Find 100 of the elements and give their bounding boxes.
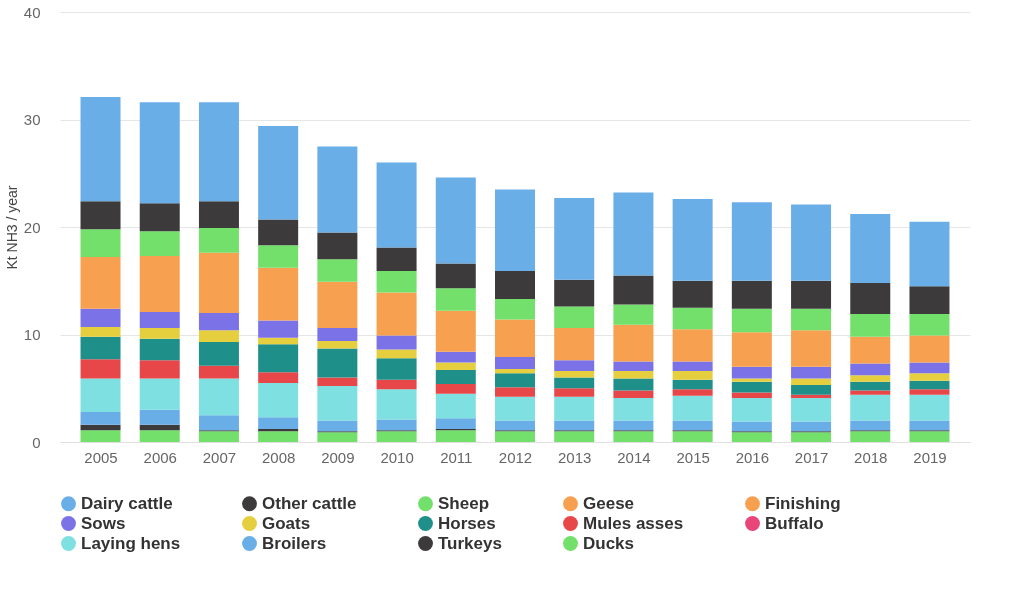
x-tick-label: 2018 xyxy=(854,448,888,466)
bar xyxy=(376,247,417,272)
bar xyxy=(672,280,713,308)
bar xyxy=(791,397,832,422)
bar xyxy=(731,332,772,367)
bar xyxy=(139,430,180,442)
x-tick-label: 2015 xyxy=(676,448,710,466)
bar xyxy=(376,389,417,420)
bar xyxy=(139,338,180,361)
bar xyxy=(909,431,950,442)
bar xyxy=(435,369,476,384)
y-tick-label: 0 xyxy=(32,433,41,451)
bar xyxy=(850,336,891,364)
bar xyxy=(376,271,417,293)
bar xyxy=(435,288,476,311)
x-tick-label: 2007 xyxy=(202,448,237,466)
bar xyxy=(613,378,654,391)
bar xyxy=(198,102,239,202)
bar xyxy=(139,360,180,379)
bar xyxy=(435,263,476,289)
bar xyxy=(139,203,180,232)
bar xyxy=(731,378,772,382)
bar xyxy=(554,420,595,431)
bar xyxy=(80,411,121,425)
bar xyxy=(495,271,535,300)
bar xyxy=(613,361,654,372)
bar xyxy=(850,282,891,315)
bar xyxy=(850,381,891,391)
bar xyxy=(613,390,654,398)
bar xyxy=(435,383,476,394)
bar xyxy=(139,424,180,431)
bar xyxy=(317,348,358,378)
bar xyxy=(613,420,654,431)
legend-label: Other cattle xyxy=(262,493,357,513)
legend-label: Broilers xyxy=(262,533,327,553)
bar xyxy=(791,421,832,432)
bar xyxy=(376,349,417,359)
bar xyxy=(80,257,121,309)
bar xyxy=(672,329,713,362)
bar xyxy=(672,371,713,380)
bar xyxy=(672,420,713,431)
bar xyxy=(139,256,180,312)
legend-label: Mules asses xyxy=(583,513,684,533)
bar xyxy=(317,340,358,349)
bar xyxy=(80,96,121,202)
bar xyxy=(909,389,950,395)
bar xyxy=(435,310,476,352)
bar xyxy=(198,431,239,442)
bar xyxy=(791,378,832,386)
x-tick-label: 2013 xyxy=(558,448,592,466)
bar xyxy=(317,432,358,442)
bar xyxy=(850,214,891,283)
bar xyxy=(731,392,772,398)
bar xyxy=(258,219,299,246)
bar xyxy=(791,366,832,379)
bar xyxy=(791,432,832,442)
bar xyxy=(317,328,358,341)
bar xyxy=(613,304,654,325)
y-axis-title: Kt NH3 / year xyxy=(3,185,20,270)
bar xyxy=(850,314,891,337)
bar xyxy=(850,394,891,421)
x-tick-label: 2011 xyxy=(440,448,473,466)
bar xyxy=(317,259,358,282)
bar xyxy=(731,397,772,422)
bar xyxy=(258,245,299,268)
bar xyxy=(731,202,772,281)
legend-label: Finishing xyxy=(765,493,841,513)
bar xyxy=(198,228,239,253)
bar xyxy=(495,431,535,442)
bar xyxy=(198,252,239,313)
bar xyxy=(198,330,239,343)
bar xyxy=(554,328,595,361)
x-tick-label: 2019 xyxy=(913,448,947,466)
bar xyxy=(80,326,121,337)
bar xyxy=(376,358,417,380)
bar xyxy=(376,419,417,431)
bar xyxy=(672,361,713,372)
bar xyxy=(909,221,950,287)
bar xyxy=(495,299,535,320)
bar xyxy=(554,306,595,329)
bar xyxy=(258,372,299,383)
bar xyxy=(495,319,535,358)
bar xyxy=(435,362,476,370)
bar xyxy=(80,336,121,360)
bar xyxy=(554,279,595,307)
bar xyxy=(909,362,950,374)
bar xyxy=(317,232,358,260)
bar xyxy=(495,420,535,431)
bar xyxy=(317,377,358,387)
bar xyxy=(80,229,121,258)
bar xyxy=(731,381,772,393)
legend-label: Sheep xyxy=(438,493,490,513)
bar xyxy=(731,432,772,442)
bar xyxy=(909,394,950,421)
bar xyxy=(139,311,180,329)
bar xyxy=(909,380,950,390)
legend-label: Horses xyxy=(438,513,496,533)
bar xyxy=(613,324,654,362)
bar xyxy=(198,365,239,379)
x-tick-label: 2006 xyxy=(143,448,177,466)
